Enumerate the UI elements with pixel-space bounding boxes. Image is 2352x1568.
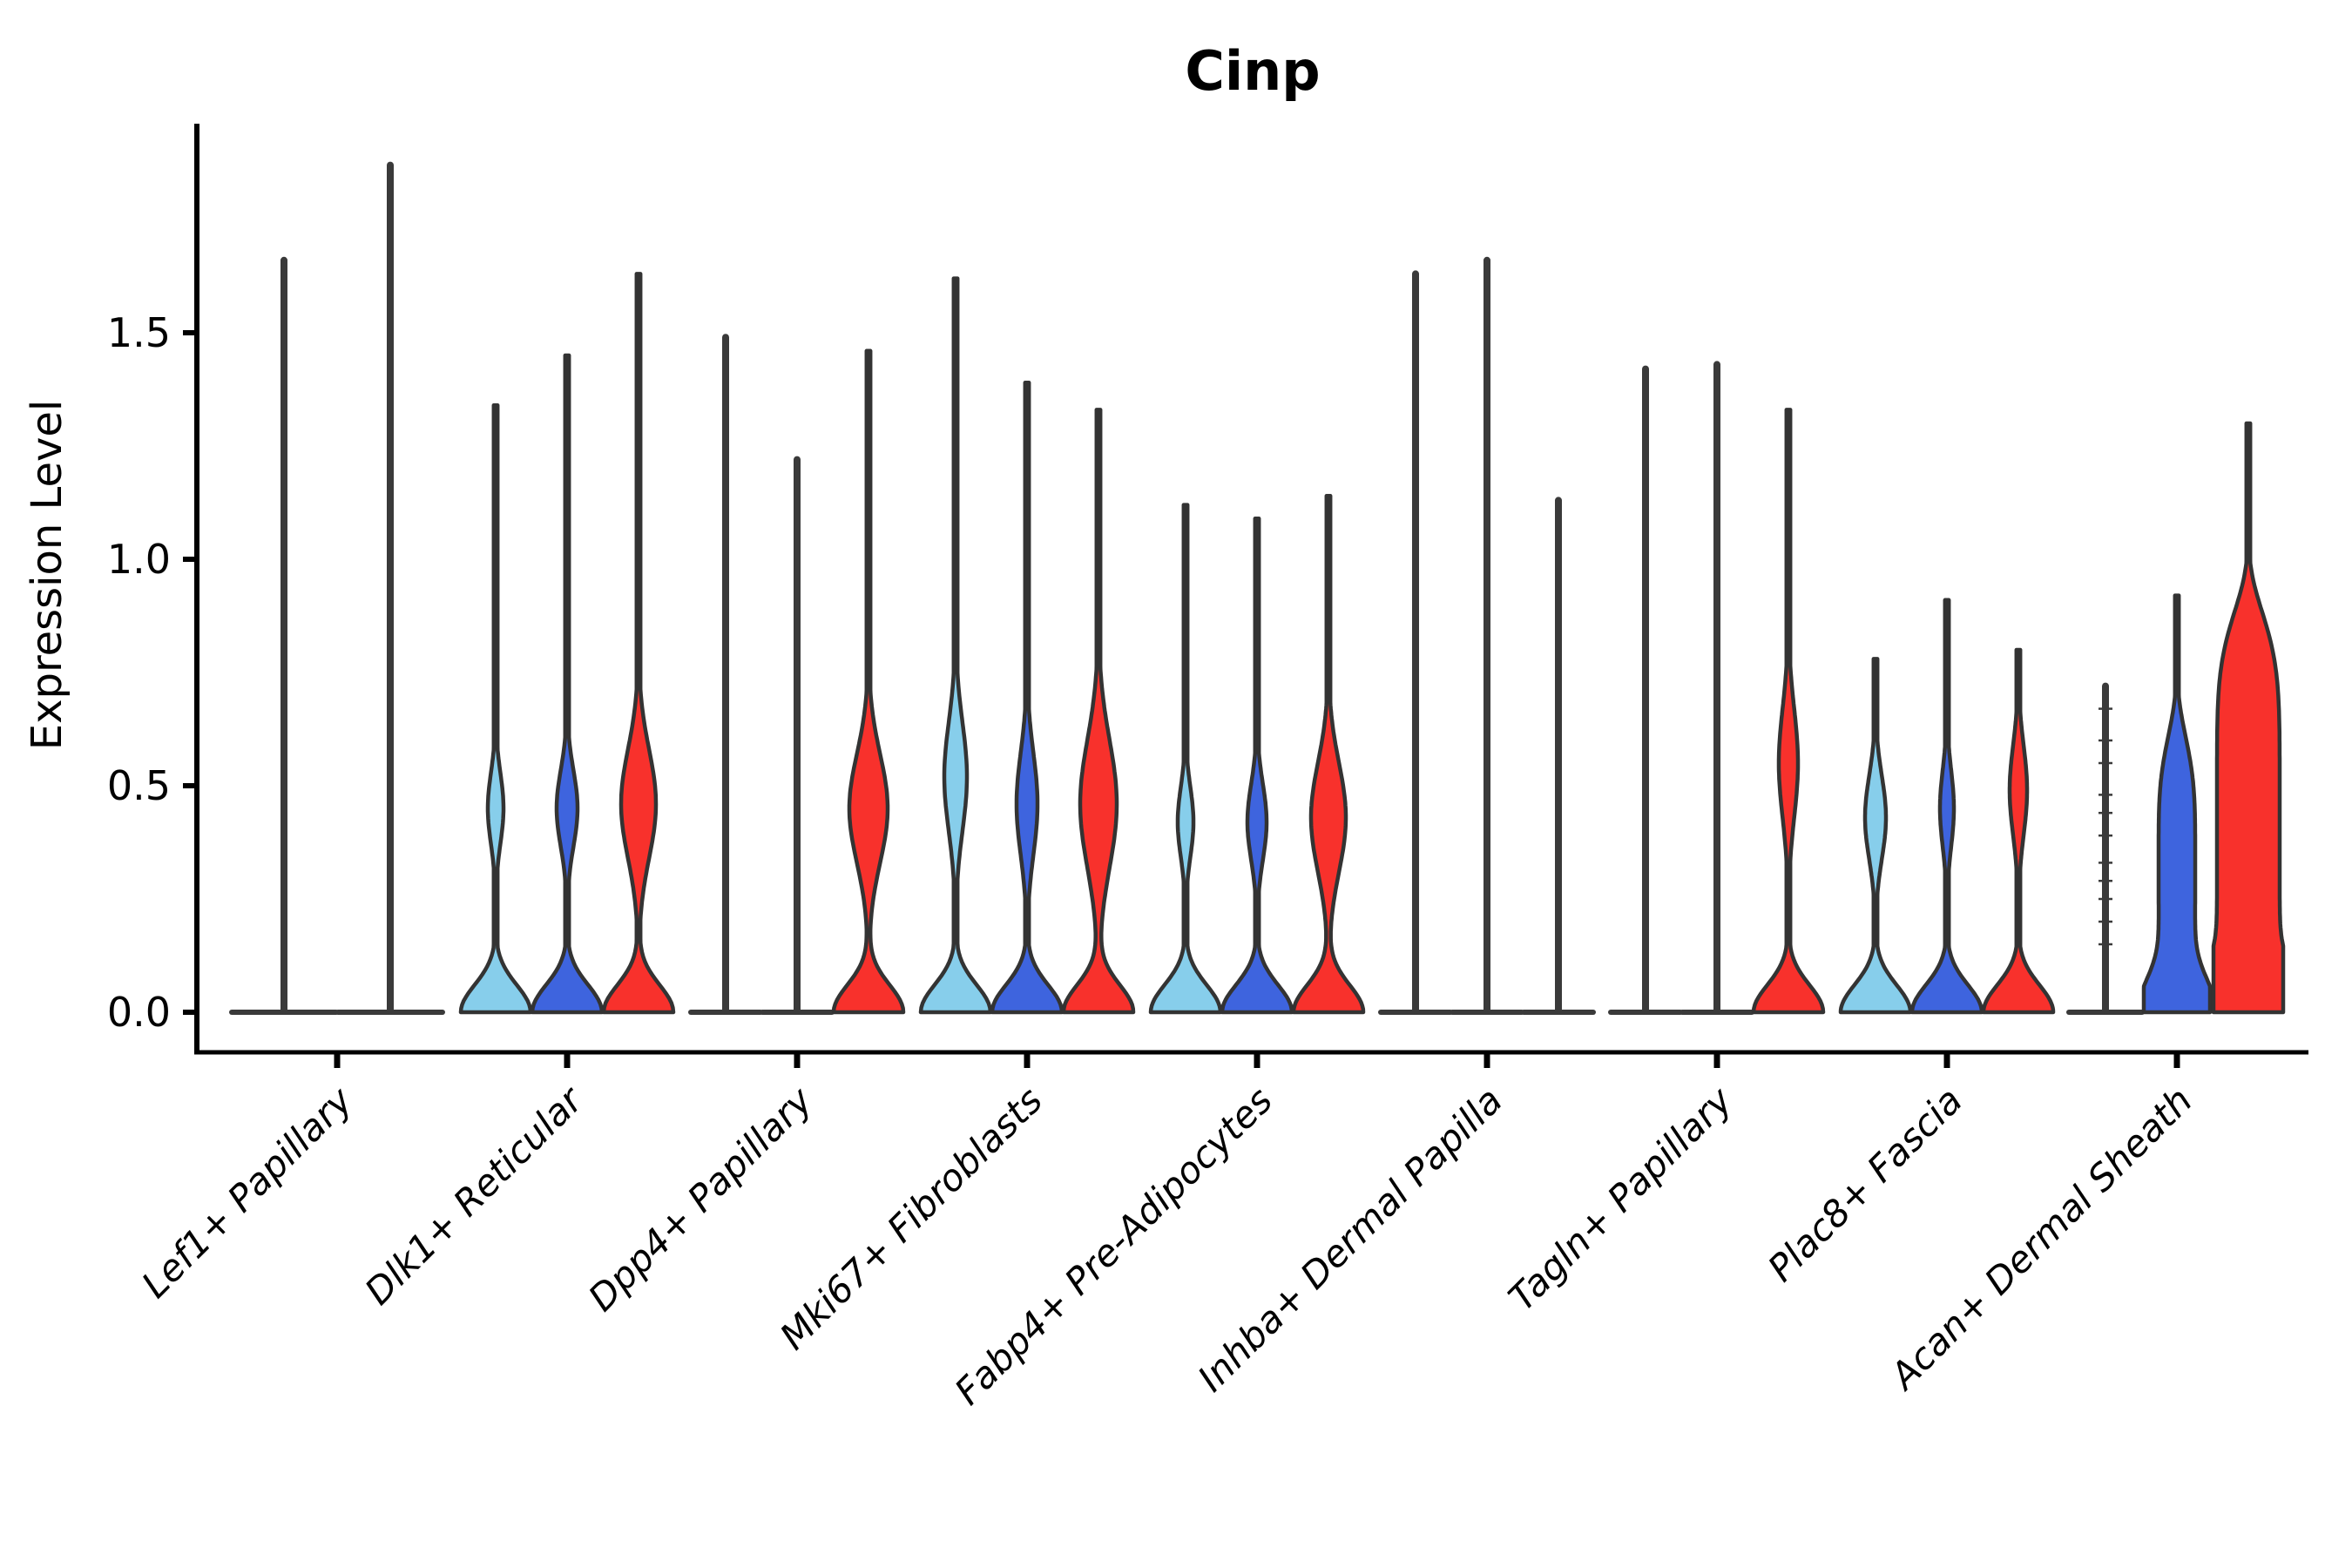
violin-plac8-fascia-0-lightblue: [1838, 657, 1913, 1015]
violin-dlk1-reticular-2-red: [601, 272, 676, 1015]
violin-acan-dermal-sheath-2-red: [2211, 421, 2286, 1015]
y-tick-label-1: 0.5: [107, 762, 171, 809]
violin-acan-dermal-sheath-1-blue: [2141, 593, 2213, 1015]
violin-dpp4-papillary-2-red: [831, 348, 906, 1015]
x-tick-label-tagln-papillary: Tagln+ Papillary: [1500, 1078, 1741, 1320]
y-tick-label-2: 1.0: [107, 536, 171, 583]
violin-fabp4-pre-adipocytes-0-lightblue: [1148, 503, 1223, 1015]
violin-dlk1-reticular-1-blue: [530, 353, 605, 1015]
x-tick-label-mki67-fibroblasts: Mki67+ Fibroblasts: [772, 1078, 1051, 1357]
violin-plac8-fascia-2-red: [1981, 647, 2056, 1015]
x-tick-label-dpp4-papillary: Dpp4+ Papillary: [580, 1078, 821, 1320]
violin-plac8-fascia-1-blue: [1909, 598, 1984, 1015]
violin-dlk1-reticular-0-lightblue: [458, 402, 533, 1015]
violin-mki67-fibroblasts-1-blue: [990, 380, 1064, 1015]
violin-mki67-fibroblasts-2-red: [1061, 408, 1136, 1015]
violin-fabp4-pre-adipocytes-1-blue: [1220, 516, 1294, 1015]
chart-title: Cinp: [1185, 39, 1320, 103]
y-axis-label: Expression Level: [23, 400, 71, 751]
y-tick-label-3: 1.5: [107, 309, 171, 356]
violin-tagln-papillary-2-red: [1751, 408, 1826, 1015]
x-tick-label-dlk1-reticular: Dlk1+ Reticular: [356, 1077, 592, 1313]
violin-mki67-fibroblasts-0-lightblue: [918, 276, 993, 1015]
x-tick-label-plac8-fascia: Plac8+ Fascia: [1760, 1078, 1970, 1289]
x-tick-label-lef1-papillary: Lef1+ Papillary: [133, 1078, 362, 1307]
violin-fabp4-pre-adipocytes-2-red: [1291, 493, 1366, 1015]
y-tick-label-0: 0.0: [107, 989, 171, 1036]
